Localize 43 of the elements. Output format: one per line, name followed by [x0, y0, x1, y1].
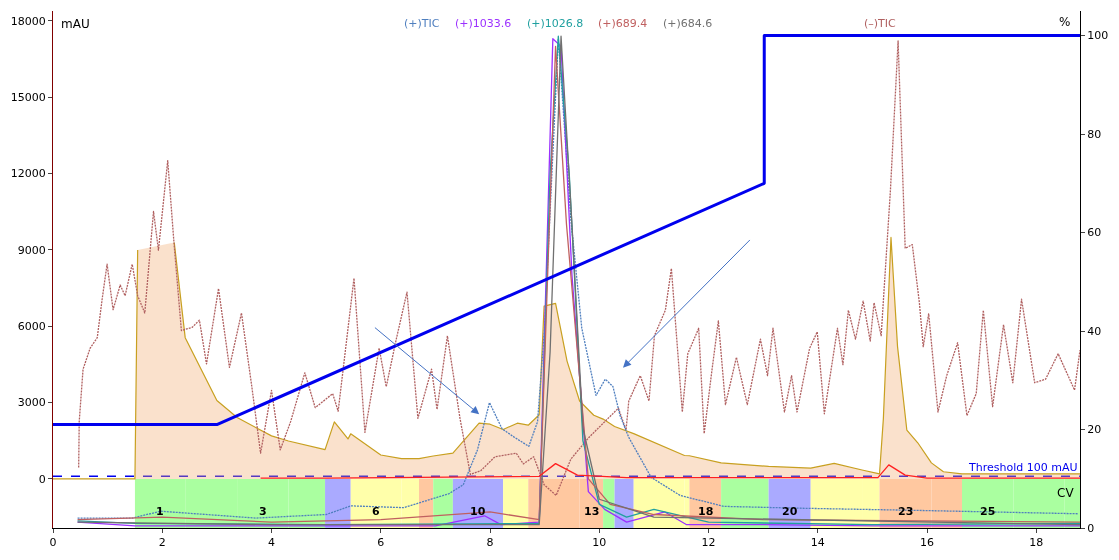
band-label: 10 [470, 505, 486, 518]
band-label: 25 [980, 505, 996, 518]
x-tick-label: 0 [49, 536, 57, 550]
band-label: 3 [259, 505, 267, 518]
x-tick-label: 12 [701, 536, 716, 550]
line-series [259, 462, 1080, 479]
y-tick-label: 0 [38, 472, 46, 486]
y2-axis-title: % [1059, 15, 1071, 29]
text: (+)1033.6 [455, 17, 512, 30]
x-tick-label: 6 [377, 536, 385, 550]
x-tick-label: 8 [486, 536, 494, 550]
x-axis-title: CV [1057, 486, 1075, 500]
y-tick-label: 3000 [17, 396, 46, 410]
y2-tick-label: 20 [1087, 423, 1102, 437]
y-tick-label: 9000 [17, 243, 46, 257]
ref-line-label: Threshold 100 mAU [968, 461, 1078, 474]
y2-tick-label: 100 [1087, 29, 1109, 43]
y-axis-title: mAU [61, 17, 90, 31]
band-label: 6 [372, 505, 380, 518]
series-label: (–)TIC [864, 17, 897, 30]
y-tick-label: 18000 [10, 14, 46, 28]
x-tick-label: 16 [920, 536, 935, 550]
y2-tick-label: 80 [1087, 127, 1102, 141]
y2-tick-label: 60 [1087, 226, 1102, 240]
band-label: 23 [898, 505, 914, 518]
y-tick-label: 6000 [17, 320, 46, 334]
y2-tick-label: 0 [1087, 521, 1095, 535]
x-tick-label: 14 [810, 536, 825, 550]
text: (+)TIC [404, 17, 440, 30]
y-tick-label: 15000 [10, 91, 46, 105]
y-tick-label: 12000 [10, 167, 46, 181]
y2-tick-label: 40 [1087, 324, 1102, 338]
band-label: 13 [584, 505, 600, 518]
x-tick-label: 2 [158, 536, 166, 550]
band-label: 20 [782, 505, 798, 518]
text: (+)689.4 [598, 17, 648, 30]
band-label: 1 [156, 505, 164, 518]
series-label: (+)1026.8 [527, 17, 584, 30]
band-label: 18 [698, 505, 714, 518]
x-tick-label: 18 [1029, 536, 1044, 550]
x-tick-label: 10 [592, 536, 607, 550]
text: (+)684.6 [663, 17, 713, 30]
x-tick-label: 4 [268, 536, 276, 550]
